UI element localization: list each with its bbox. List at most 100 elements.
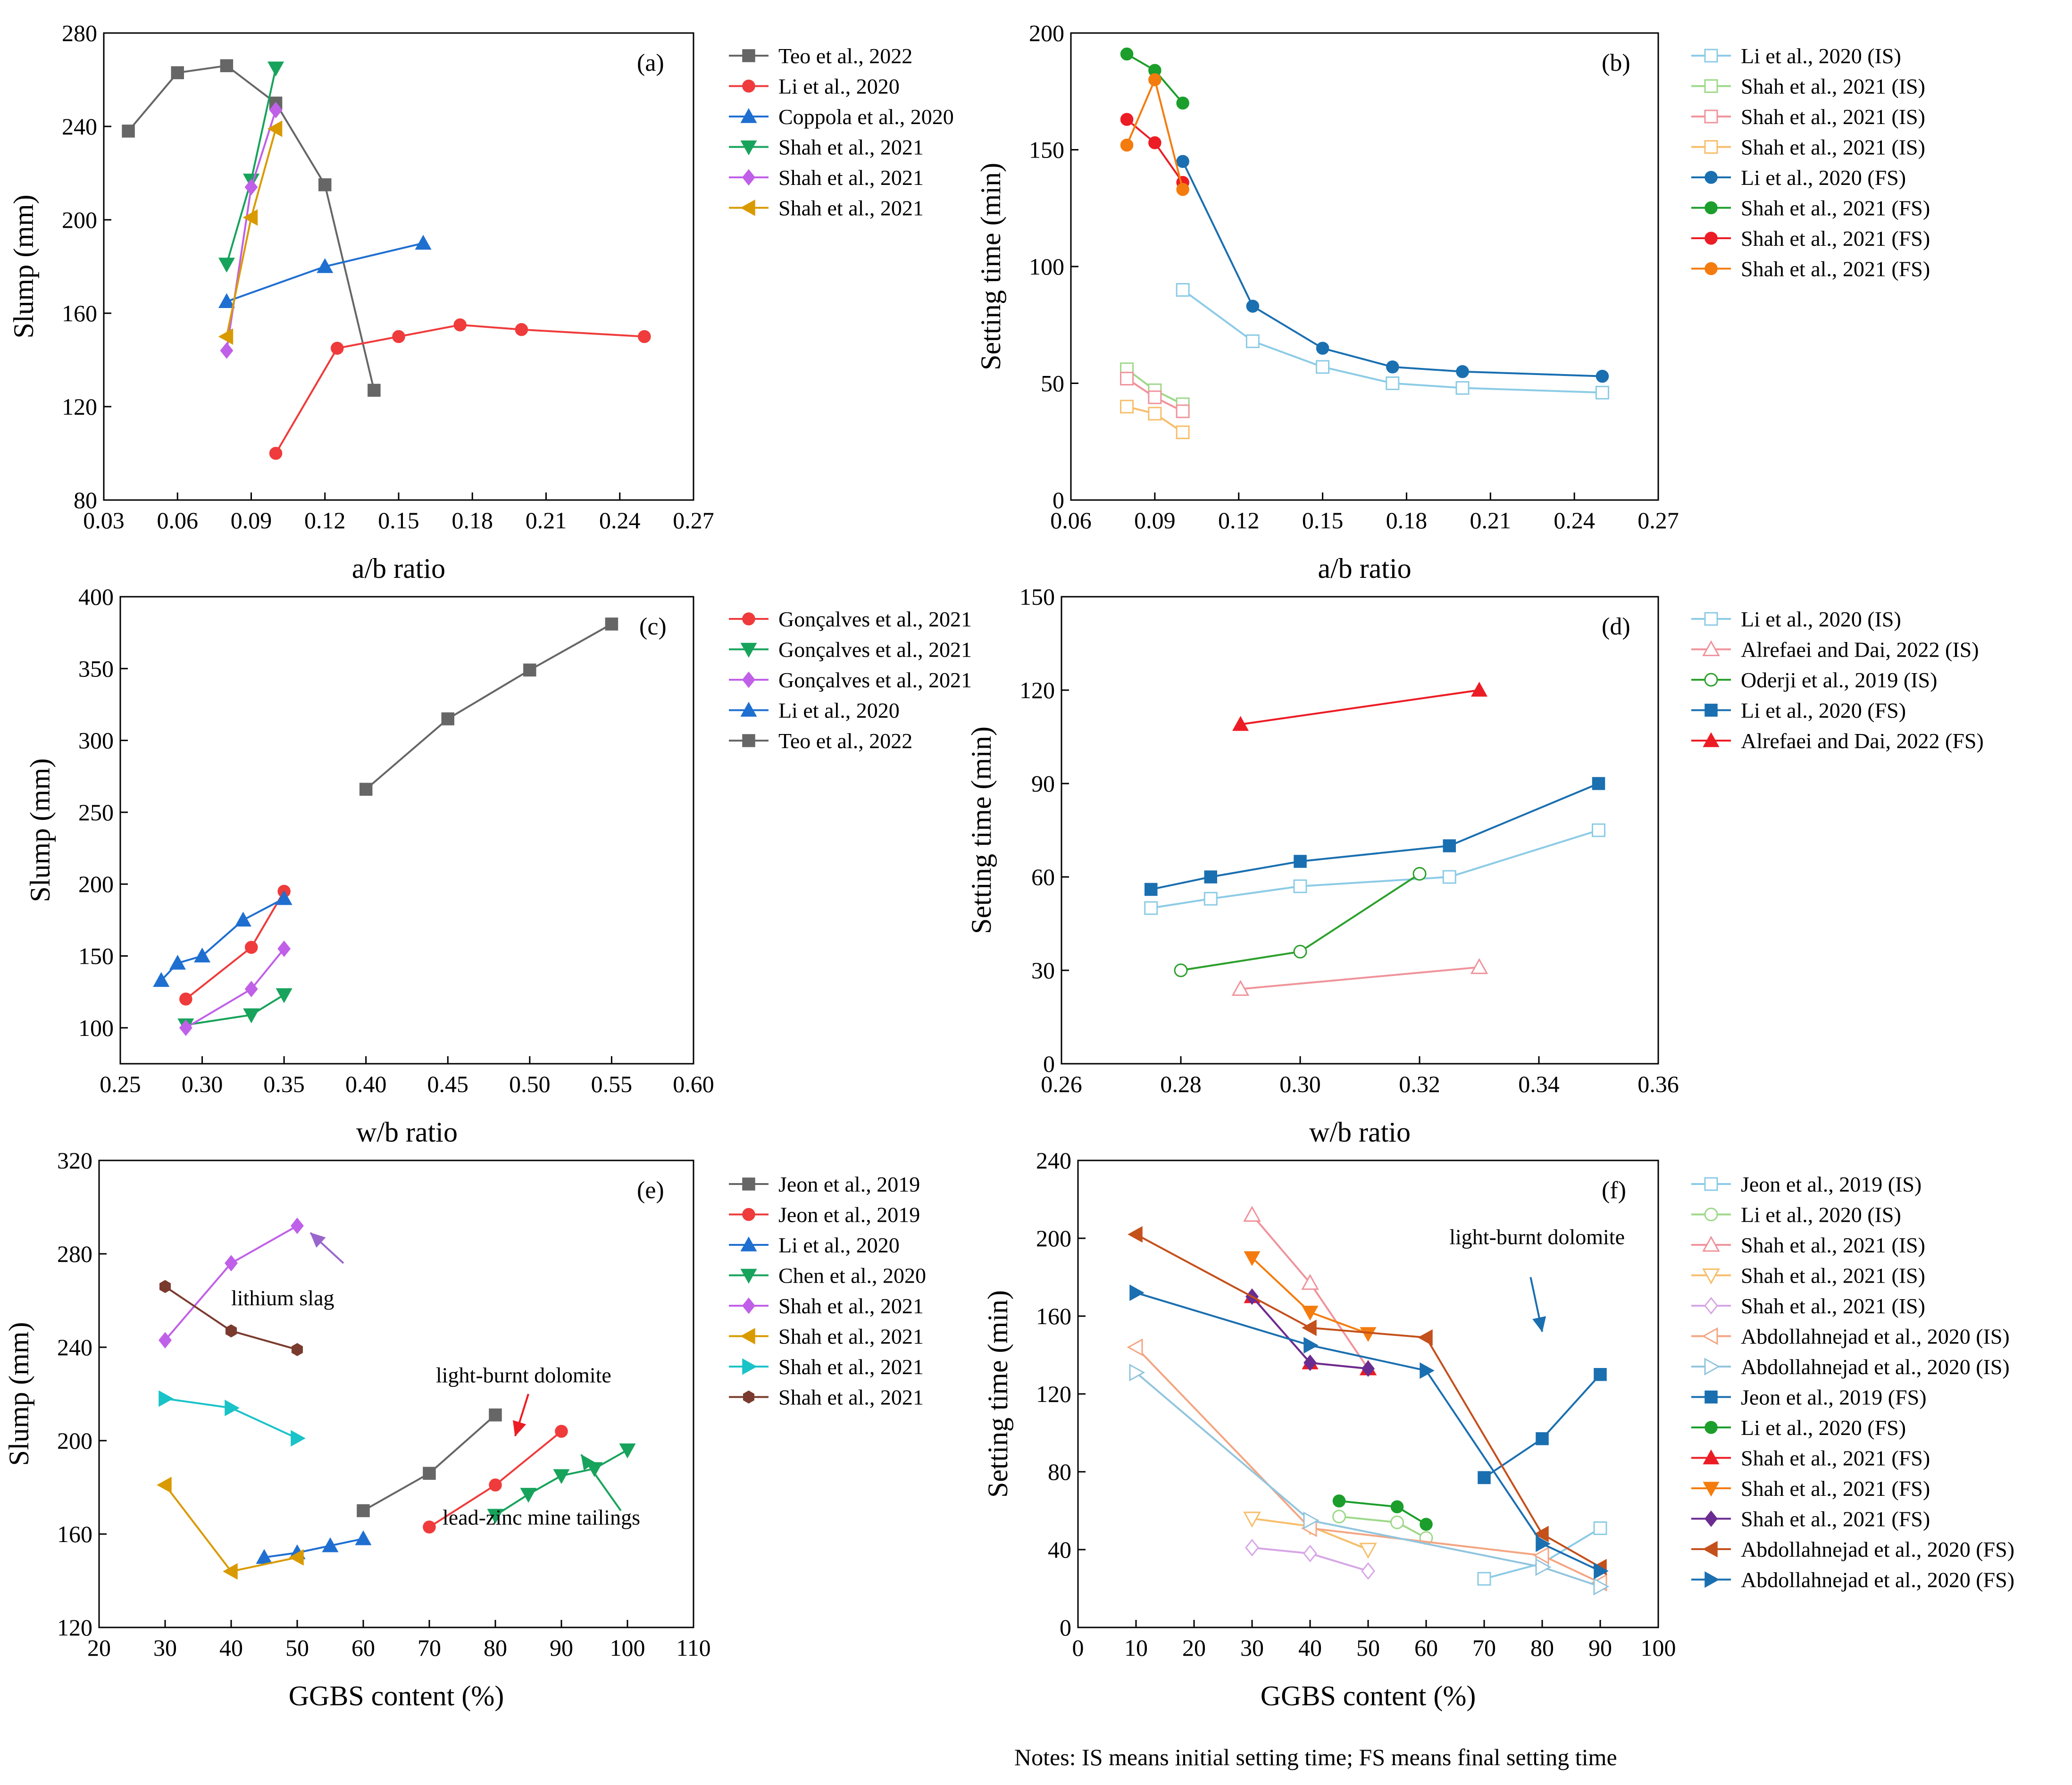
x-axis-label: w/b ratio [1309, 1117, 1411, 1148]
legend-label: Abdollahnejad et al., 2020 (FS) [1741, 1537, 2014, 1561]
data-point [159, 1390, 174, 1407]
legend-entry: Gonçalves et al., 2021 [729, 607, 972, 631]
data-point [1534, 1526, 1549, 1543]
legend-entry: Li et al., 2020 [729, 699, 900, 723]
data-point [1148, 73, 1161, 86]
data-point [171, 66, 184, 79]
data-point [1533, 1546, 1549, 1565]
series [159, 1390, 306, 1447]
legend-marker [740, 140, 757, 156]
data-point [1120, 372, 1134, 386]
legend-marker [1704, 232, 1718, 245]
data-point [1176, 283, 1190, 297]
y-tick-label: 150 [1019, 584, 1055, 610]
legend-marker [1704, 262, 1718, 275]
legend-label: Shah et al., 2021 (IS) [1741, 75, 1925, 99]
data-point [269, 447, 283, 460]
y-tick-label: 120 [57, 1614, 92, 1641]
legend-label: Shah et al., 2021 [778, 1355, 924, 1379]
series-line [1126, 76, 1184, 190]
data-point [276, 890, 292, 905]
legend-label: Shah et al., 2021 (IS) [1741, 135, 1925, 159]
data-point [355, 1530, 372, 1545]
data-point [218, 258, 235, 273]
data-point [291, 1430, 306, 1447]
legend-label: Shah et al., 2021 (IS) [1741, 1233, 1925, 1257]
data-point [1386, 376, 1400, 390]
data-point [1176, 425, 1190, 439]
data-point [1231, 980, 1250, 996]
legend-marker [743, 1390, 755, 1404]
x-tick-label: 80 [484, 1635, 507, 1661]
data-point [220, 342, 234, 359]
data-point [1594, 1562, 1609, 1579]
x-tick-label: 80 [1530, 1635, 1554, 1661]
legend-entry: Li et al., 2020 (FS) [1691, 166, 1906, 190]
legend-label: Li et al., 2020 (IS) [1741, 1203, 1901, 1227]
panel-tag: (b) [1602, 50, 1630, 76]
panel-tag: (e) [637, 1177, 664, 1204]
x-tick-label: 0.28 [1160, 1071, 1202, 1097]
legend-entry: Alrefaei and Dai, 2022 (FS) [1691, 729, 1984, 753]
x-tick-label: 0.06 [157, 507, 199, 534]
legend-entry: Shah et al., 2021 (IS) [1691, 1294, 1925, 1318]
legend-entry: Gonçalves et al., 2021 [729, 638, 972, 662]
series [1332, 1494, 1433, 1531]
legend-marker [740, 642, 757, 658]
series [218, 120, 283, 345]
data-point [276, 988, 292, 1003]
x-tick-label: 0.09 [1134, 507, 1176, 534]
legend-marker [1702, 1268, 1720, 1285]
legend-label: Abdollahnejad et al., 2020 (IS) [1741, 1325, 2010, 1349]
legend-label: Gonçalves et al., 2021 [778, 607, 972, 631]
legend-entry: Li et al., 2020 [729, 1233, 900, 1257]
data-point [291, 1218, 304, 1234]
data-point [267, 61, 284, 77]
y-axis-label: Slump (mm) [8, 194, 39, 338]
series-line [226, 67, 277, 265]
legend-marker [1704, 109, 1718, 124]
legend-label: Shah et al., 2021 [778, 1385, 924, 1410]
legend-label: Jeon et al., 2019 [778, 1172, 920, 1196]
y-tick-label: 240 [62, 113, 97, 140]
series [1244, 1251, 1377, 1342]
data-point [157, 1476, 172, 1493]
data-point [1316, 342, 1329, 355]
legend-entry: Shah et al., 2021 [729, 196, 924, 220]
plot-frame [119, 596, 694, 1065]
y-tick-label: 0 [1060, 1614, 1071, 1641]
annotation-arrow-head [1532, 1316, 1546, 1333]
x-tick-label: 0.34 [1518, 1071, 1560, 1097]
data-point [1536, 1535, 1551, 1552]
y-tick-label: 120 [1019, 677, 1055, 703]
series-line [226, 109, 277, 351]
plot-frame [1070, 32, 1659, 501]
data-point [392, 330, 405, 343]
legend-entry: Abdollahnejad et al., 2020 (IS) [1691, 1355, 2010, 1379]
y-tick-label: 150 [1029, 137, 1064, 163]
legend-label: Teo et al., 2022 [778, 44, 912, 68]
legend-entry: Abdollahnejad et al., 2020 (FS) [1691, 1537, 2014, 1561]
annotation: lithium slag [231, 1232, 344, 1310]
y-tick-label: 200 [1036, 1225, 1071, 1251]
panel-tag: (f) [1602, 1177, 1626, 1204]
x-tick-label: 50 [285, 1635, 309, 1661]
data-point [267, 120, 283, 137]
series-line [275, 324, 644, 454]
data-point [1362, 1360, 1375, 1377]
legend-entry: Shah et al., 2021 (IS) [1691, 1264, 1925, 1288]
series [1120, 73, 1189, 196]
legend-label: Li et al., 2020 [778, 1233, 900, 1257]
data-point [291, 1343, 303, 1356]
series [1120, 372, 1190, 418]
legend-marker [1704, 1421, 1718, 1434]
data-point [1302, 1319, 1317, 1336]
series [357, 1408, 502, 1518]
legend-marker [1704, 140, 1718, 154]
plot-frame [1061, 596, 1659, 1065]
x-tick-label: 0.26 [1041, 1071, 1082, 1097]
x-tick-label: 0.40 [345, 1071, 387, 1097]
legend-label: Li et al., 2020 (IS) [1741, 44, 1901, 68]
x-tick-label: 0.21 [1470, 507, 1512, 534]
